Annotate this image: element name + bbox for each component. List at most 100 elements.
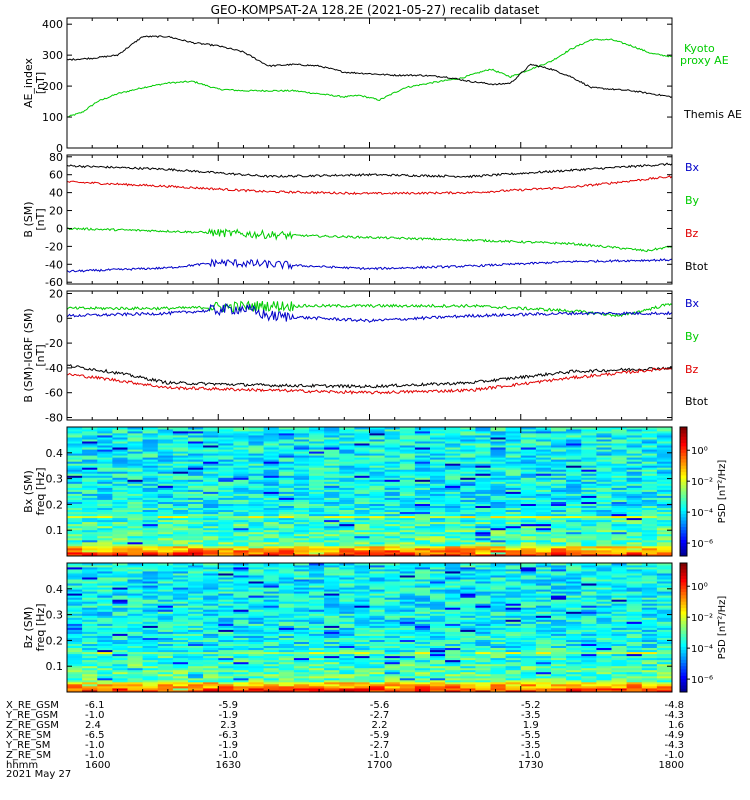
spectrogram-cell xyxy=(263,505,280,508)
spectrogram-cell xyxy=(369,523,385,527)
spectrogram-cell xyxy=(203,615,219,618)
spectrogram-cell xyxy=(505,479,522,482)
bdiff-ytick-label: -20 xyxy=(45,337,63,350)
spectrogram-cell xyxy=(384,439,401,442)
spectrogram-cell xyxy=(97,487,113,490)
spectrogram-cell xyxy=(293,431,310,434)
spectrogram-cell xyxy=(430,688,446,691)
spectrogram-cell xyxy=(218,587,234,590)
spectrogram-cell xyxy=(82,686,98,689)
spectrogram-cell xyxy=(218,627,234,630)
spectrogram-cell xyxy=(293,465,310,468)
spectrogram-cell xyxy=(142,659,159,663)
spectrogram-cell xyxy=(611,437,627,440)
spectrogram-cell xyxy=(641,547,658,551)
spectrogram-cell xyxy=(278,521,295,525)
spectrogram-cell xyxy=(535,451,552,454)
spectrogram-cell xyxy=(445,535,461,539)
spectrogram-cell xyxy=(626,541,643,545)
spectrogram-cell xyxy=(309,554,325,557)
spectrogram-cell xyxy=(399,473,416,476)
spectrogram-cell xyxy=(127,575,143,578)
spectrogram-cell xyxy=(581,461,597,464)
spectrogram-cell xyxy=(354,649,370,653)
spectrogram-cell xyxy=(445,527,461,531)
spectrogram-cell xyxy=(520,657,537,661)
spectrogram-cell xyxy=(445,509,461,512)
spectrogram-cell xyxy=(399,639,416,642)
spectrogram-cell xyxy=(430,573,446,576)
spectrogram-cell xyxy=(67,505,83,508)
spectrogram-cell xyxy=(490,573,506,576)
spectrogram-cell xyxy=(384,667,401,671)
spectrogram-cell xyxy=(505,615,522,618)
spectrogram-cell xyxy=(445,429,461,432)
spectrogram-cell xyxy=(309,665,325,669)
spectrogram-cell xyxy=(430,515,446,519)
spectrogram-cell xyxy=(339,513,355,517)
spectrogram-cell xyxy=(112,473,128,476)
spectrogram-cell xyxy=(188,451,204,454)
spectrogram-cell xyxy=(354,611,370,614)
spectrogram-cell xyxy=(656,547,673,551)
spectrogram-cell xyxy=(641,445,658,448)
spectrogram-cell xyxy=(535,527,552,531)
spectrogram-cell xyxy=(172,473,189,476)
spectrogram-cell xyxy=(535,469,552,472)
spectrogram-cell xyxy=(278,449,295,452)
spectrogram-cell xyxy=(369,569,385,572)
spectrogram-cell xyxy=(611,531,627,535)
spectrogram-cell xyxy=(535,611,552,614)
spectrogram-cell xyxy=(399,621,416,624)
spectrogram-cell xyxy=(188,491,204,494)
spectrogram-cell xyxy=(566,511,582,515)
spectrogram-cell xyxy=(399,669,416,673)
spectrogram-cell xyxy=(97,677,113,681)
spectrogram-cell xyxy=(505,529,522,533)
spectrogram-cell xyxy=(475,629,491,632)
spectrogram-cell xyxy=(67,453,83,456)
spectrogram-cell xyxy=(611,493,627,496)
spectrogram-cell xyxy=(399,527,416,531)
spectrogram-cell xyxy=(172,503,189,506)
spectrogram-cell xyxy=(641,471,658,474)
spectrogram-cell xyxy=(414,451,431,454)
spectrogram-cell xyxy=(430,519,446,523)
spectrogram-cell xyxy=(535,429,552,432)
spectrogram-cell xyxy=(490,615,506,618)
spectrogram-cell xyxy=(339,515,355,519)
spectrogram-cell xyxy=(172,677,189,681)
spectrogram-cell xyxy=(248,657,264,661)
spectrogram-cell xyxy=(67,513,83,517)
spectrogram-cell xyxy=(339,621,355,624)
spectrogram-cell xyxy=(233,601,249,604)
spectrogram-cell xyxy=(309,631,325,634)
spectrogram-cell xyxy=(82,643,98,646)
spectrogram-cell xyxy=(505,437,522,440)
series-line-bx xyxy=(66,258,673,273)
spectrogram-cell xyxy=(551,505,567,508)
spectrogram-cell xyxy=(490,433,506,436)
spectrogram-cell xyxy=(233,469,249,472)
spectrogram-cell xyxy=(97,645,113,648)
spectrogram-cell xyxy=(248,499,264,502)
spectrogram-cell xyxy=(535,603,552,606)
spectrogram-cell xyxy=(127,485,143,488)
spectrogram-cell xyxy=(445,690,461,693)
spectrogram-cell xyxy=(112,573,128,576)
spectrogram-cell xyxy=(218,577,234,580)
spectrogram-cell xyxy=(97,550,113,553)
spectrogram-cell xyxy=(354,533,370,537)
spectrogram-cell xyxy=(293,535,310,539)
spectrogram-cell xyxy=(203,607,219,610)
spectrogram-cell xyxy=(430,543,446,547)
spectrogram-cell xyxy=(293,501,310,504)
spectrogram-cell xyxy=(233,597,249,600)
spectrogram-cell xyxy=(460,461,476,464)
spectrogram-cell xyxy=(309,623,325,626)
spectrogram-cell xyxy=(172,585,189,588)
spectrogram-cell xyxy=(505,607,522,610)
spectrogram-cell xyxy=(369,579,385,582)
spectrogram-cell xyxy=(384,565,401,568)
spectrogram-cell xyxy=(520,527,537,531)
